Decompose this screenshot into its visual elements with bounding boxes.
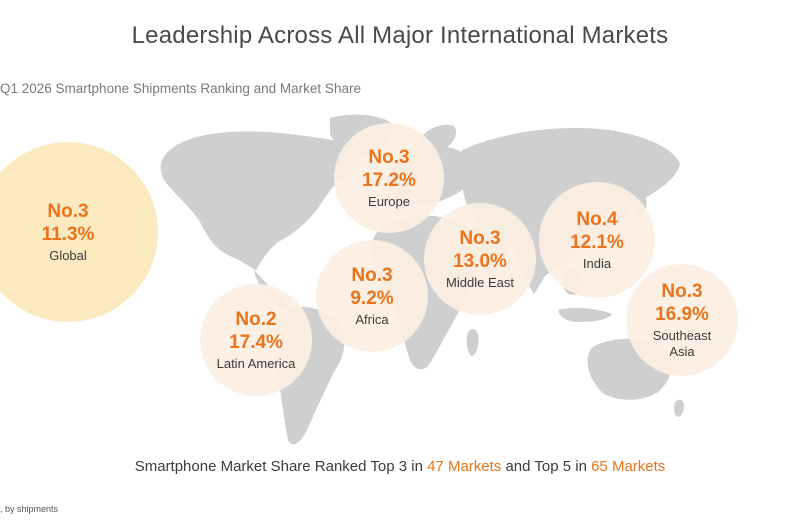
- market-share: 17.2%: [362, 170, 416, 191]
- market-share: 13.0%: [453, 251, 507, 272]
- market-region: Africa: [355, 312, 389, 327]
- market-share: 9.2%: [350, 288, 394, 309]
- bubble-europe: No.3 17.2% Europe: [334, 123, 444, 233]
- market-region: Middle East: [446, 275, 514, 290]
- top5-market-count: 65 Markets: [591, 458, 666, 475]
- market-rank: No.3: [368, 147, 410, 168]
- footnote: , by shipments: [0, 504, 59, 514]
- market-share: 16.9%: [655, 304, 709, 325]
- madagascar-shape: [466, 328, 479, 356]
- bubble-middle-east: No.3 13.0% Middle East: [424, 203, 536, 315]
- page-title: Leadership Across All Major Internationa…: [131, 22, 669, 49]
- market-region: Europe: [368, 194, 410, 209]
- market-share: 12.1%: [570, 232, 624, 253]
- market-rank: No.3: [661, 281, 703, 302]
- summary-middle: and Top 5 in: [501, 458, 592, 475]
- new-zealand-shape: [674, 399, 685, 417]
- market-rank: No.3: [47, 201, 89, 222]
- top3-market-count: 47 Markets: [427, 458, 502, 475]
- market-rank: No.3: [459, 228, 501, 249]
- market-region: India: [582, 256, 612, 271]
- market-rank: No.4: [576, 209, 618, 230]
- market-region: Southeast Asia: [652, 328, 712, 359]
- bubble-global: No.3 11.3% Global: [0, 142, 158, 322]
- bubble-latin-america: No.2 17.4% Latin America: [200, 284, 312, 396]
- summary-prefix: Smartphone Market Share Ranked Top 3 in: [134, 458, 428, 475]
- indonesia-shape: [558, 307, 612, 322]
- market-rank: No.3: [351, 265, 393, 286]
- chart-subtitle: Q1 2026 Smartphone Shipments Ranking and…: [0, 81, 361, 96]
- market-share: 11.3%: [41, 224, 95, 245]
- market-region: Latin America: [216, 356, 296, 371]
- market-share: 17.4%: [229, 332, 283, 353]
- bubble-southeast-asia: No.3 16.9% Southeast Asia: [626, 264, 738, 376]
- bubble-africa: No.3 9.2% Africa: [316, 240, 428, 352]
- market-rank: No.2: [235, 309, 277, 330]
- north-america-shape: [160, 131, 363, 270]
- summary-line: Smartphone Market Share Ranked Top 3 in …: [0, 458, 800, 475]
- bubble-india: No.4 12.1% India: [539, 182, 655, 298]
- market-region: Global: [49, 248, 87, 263]
